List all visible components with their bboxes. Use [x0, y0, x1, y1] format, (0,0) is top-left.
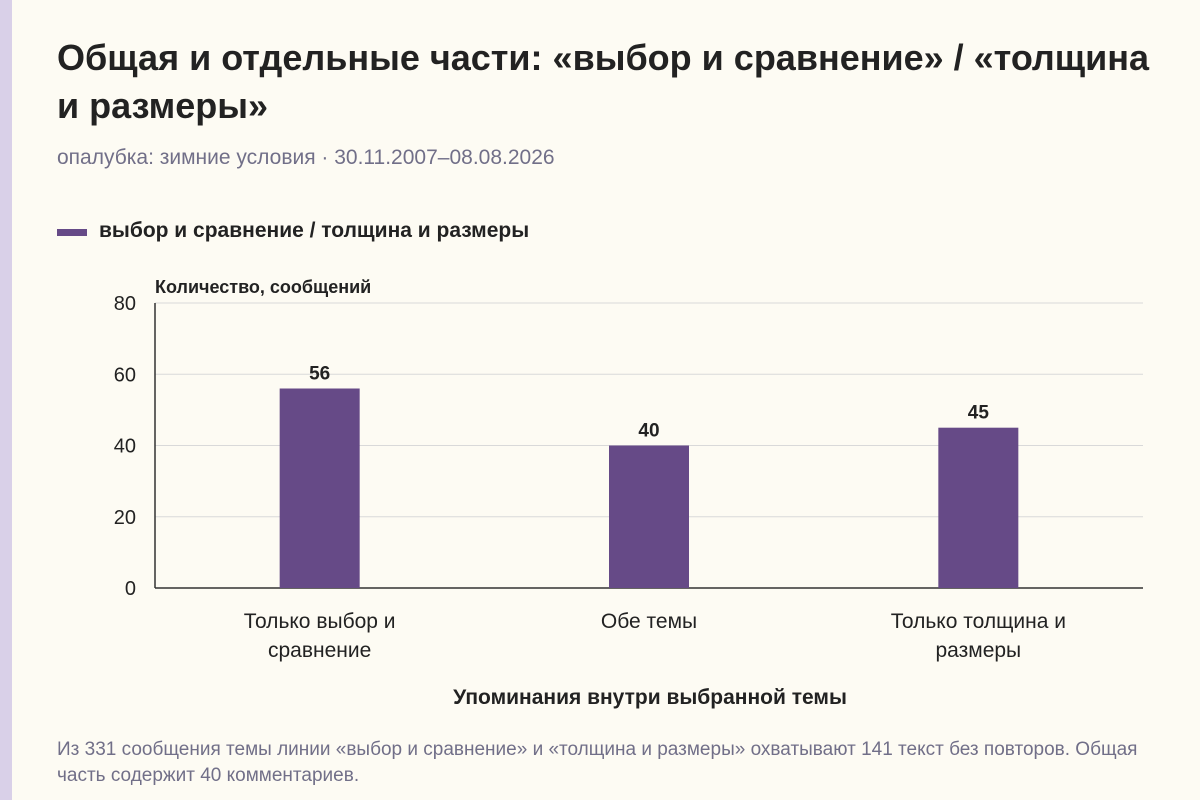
legend-swatch	[57, 228, 87, 236]
x-tick-label: Обе темы	[601, 610, 697, 633]
x-tick-label: Только выбор и	[244, 610, 396, 633]
y-tick-label: 80	[114, 293, 136, 315]
data-label: 56	[309, 364, 330, 385]
bar	[609, 445, 689, 588]
chart-subtitle: опалубка: зимние условия · 30.11.2007–08…	[57, 146, 555, 169]
legend-label: выбор и сравнение / толщина и размеры	[99, 219, 530, 242]
y-tick-label: 60	[114, 364, 136, 386]
y-tick-label: 40	[114, 436, 136, 458]
footnote: Из 331 сообщения темы линии «выбор и сра…	[57, 739, 1138, 786]
x-tick-label: Только толщина и	[891, 610, 1066, 633]
accent-strip	[0, 0, 12, 800]
y-axis-title: Количество, сообщений	[155, 277, 371, 297]
bar	[938, 427, 1019, 588]
bar	[279, 388, 360, 588]
x-tick-label: размеры	[936, 639, 1022, 662]
y-tick-label: 0	[125, 578, 136, 600]
chart-title: Общая и отдельные части: «выбор и сравне…	[57, 37, 1150, 126]
y-tick-label: 20	[114, 507, 136, 529]
x-axis-title: Упоминания внутри выбранной темы	[453, 686, 847, 709]
data-label: 40	[638, 421, 659, 442]
x-tick-label: сравнение	[268, 639, 371, 662]
data-label: 45	[968, 403, 990, 424]
bar-chart: Количество, сообщений 0 20 40 60 80 56 Только в…	[114, 277, 1143, 662]
legend: выбор и сравнение / толщина и размеры	[57, 219, 529, 243]
